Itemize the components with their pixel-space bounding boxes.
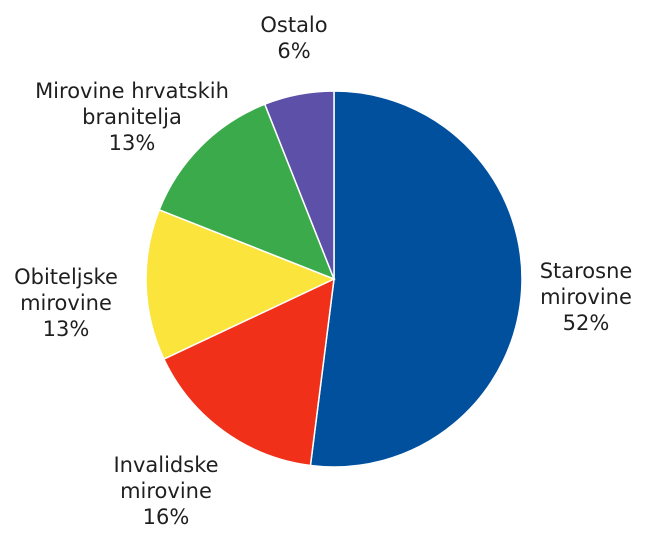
pie-label-3-line-1: branitelja [82,105,182,129]
pie-slices [145,90,523,468]
pie-slice-4 [263,90,335,280]
pie-label-4-line-0: Ostalo [260,13,327,37]
pie-slice-3 [158,103,336,281]
pie-labels: Starosne mirovine 52%Invalidske mirovine 16%… [14,13,632,529]
pie-value-label-2: 13% [43,317,90,341]
pie-label-2-line-1: mirovine [20,291,112,315]
pie-slice-0 [309,90,523,468]
pie-slice-2 [145,208,336,361]
pie-label-2-line-0: Obiteljske [14,265,118,289]
pie-label-0: Starosne mirovine 52% [540,259,633,335]
pie-value-label-4: 6% [277,39,310,63]
pie-slice-1 [162,277,335,467]
pie-label-3-line-0: Mirovine hrvatskih [35,79,229,103]
pie-label-1: Invalidske mirovine 16% [113,453,218,529]
pie-label-4: Ostalo 6% [260,13,327,63]
pie-value-label-3: 13% [109,131,156,155]
pie-label-3: Mirovine hrvatskih branitelja 13% [35,79,229,155]
pie-label-0-line-1: mirovine [540,285,632,309]
pie-label-1-line-1: mirovine [120,479,212,503]
pie-label-1-line-0: Invalidske [113,453,218,477]
pie-value-label-1: 16% [143,505,190,529]
pie-value-label-0: 52% [563,311,610,335]
pie-label-0-line-0: Starosne [540,259,633,283]
pie-label-2: Obiteljske mirovine 13% [14,265,118,341]
